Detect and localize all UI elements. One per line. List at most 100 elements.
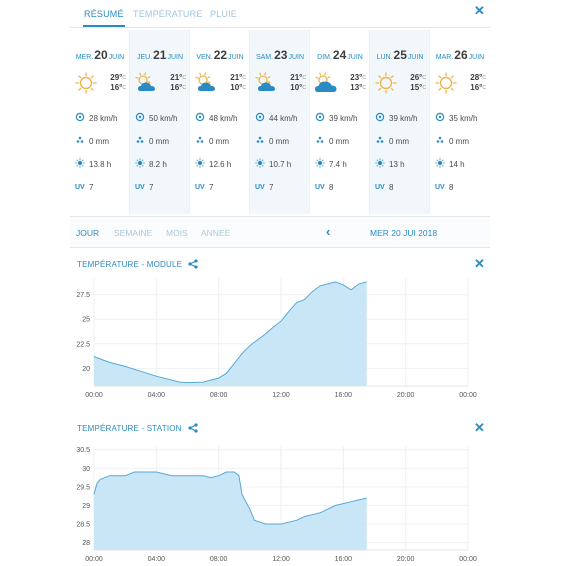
forecast-temps: 23°C 13°C [340,73,366,93]
temp-max: 28° [470,73,483,82]
rain-icon [75,135,89,147]
wind-value: 35 km/h [449,113,478,123]
wind-icon [75,112,89,124]
forecast-day[interactable]: JEU.21JUIN 21°C 16°C 50 km/h 0 mm 8.2 h UV 7 [130,30,190,214]
period-semaine[interactable]: SEMAINE [114,228,153,238]
uv-metric: UV 7 [75,181,93,193]
uv-value: 8 [449,182,454,192]
x-tick-label: 04:00 [148,556,166,563]
temp-max: 21° [290,73,303,82]
temp-min: 10° [290,83,303,92]
chevron-left-icon[interactable]: ‹ [326,224,331,239]
forecast-day[interactable]: SAM.23JUIN 21°C 10°C 44 km/h 0 mm 10.7 h UV 7 [250,30,310,214]
forecast-strip: MER.20JUIN 29°C 16°C 28 km/h 0 mm 13.8 h UV 7 JE… [70,30,490,214]
rain-value: 0 mm [209,136,229,146]
rain-icon [195,135,209,147]
uv-metric: UV 8 [435,181,453,193]
sunshine-icon [375,158,389,170]
uv-value: 7 [149,182,154,192]
close-chart-station-icon[interactable]: ✕ [474,420,485,435]
wind-metric: 39 km/h [375,112,417,124]
temperature-area [94,281,367,386]
x-tick-label: 00:00 [85,392,103,399]
rain-icon [315,135,329,147]
forecast-temps: 21°C 10°C [280,73,306,93]
forecast-day[interactable]: DIM.24JUIN 23°C 13°C 39 km/h 0 mm 7.4 h UV 8 [310,30,370,214]
y-tick-label: 29 [82,503,90,510]
temp-unit: C [302,75,306,81]
sun-icon [435,72,457,94]
y-tick-label: 22.5 [76,341,90,348]
forecast-day[interactable]: MER.20JUIN 29°C 16°C 28 km/h 0 mm 13.8 h UV 7 [70,30,130,214]
period-jour[interactable]: JOUR [76,228,100,238]
uv-metric: UV 7 [135,181,153,193]
rain-metric: 0 mm [135,135,169,147]
x-tick-label: 04:00 [148,392,166,399]
uv-metric: UV 8 [315,181,333,193]
temperature-line [93,471,367,525]
chart-title-module-text: TEMPÉRATURE - MODULE [77,259,183,269]
wind-metric: 35 km/h [435,112,477,124]
chart-card-module: TEMPÉRATURE - MODULE ✕ 20 22.5 25 27.5 00:00… [70,252,490,402]
rain-value: 0 mm [449,136,469,146]
temp-min: 15° [410,83,423,92]
day-of-week: DIM. [317,54,332,61]
uv-metric: UV 7 [195,181,213,193]
forecast-temps: 28°C 16°C [460,73,486,93]
day-of-week: VEN. [196,54,213,61]
x-tick-label: 20:00 [397,392,415,399]
forecast-day-header: SAM.23JUIN [250,48,310,62]
temp-unit: C [362,75,366,81]
sunshine-metric: 10.7 h [255,158,291,170]
uv-value: 8 [389,182,394,192]
share-icon[interactable] [188,259,198,269]
rain-metric: 0 mm [255,135,289,147]
period-annee[interactable]: ANNEE [201,228,231,238]
rain-value: 0 mm [389,136,409,146]
day-number: 22 [213,48,228,62]
wind-icon [435,112,449,124]
chart-title-module: TEMPÉRATURE - MODULE [77,259,198,269]
tab-resume[interactable]: RÉSUMÉ [83,9,125,27]
uv-label: UV [255,183,265,191]
wind-value: 39 km/h [389,113,418,123]
forecast-day-header: JEU.21JUIN [130,48,190,62]
tab-temperature[interactable]: TEMPÉRATURE [133,9,203,19]
day-month: JUIN [167,54,184,61]
period-mois[interactable]: MOIS [166,228,188,238]
temp-min: 16° [470,83,483,92]
close-icon[interactable]: ✕ [474,3,485,18]
day-number: 23 [274,48,288,62]
wind-metric: 44 km/h [255,112,297,124]
x-tick-label: 00:00 [459,392,477,399]
day-number: 21 [153,48,167,62]
temp-max: 21° [230,73,243,82]
day-month: JUIN [228,54,244,61]
wind-metric: 28 km/h [75,112,117,124]
forecast-day-header: MER.20JUIN [70,48,130,62]
wind-value: 44 km/h [269,113,298,123]
chart-module: 20 22.5 25 27.5 00:00 04:00 08:00 12:00 16:00 20:… [76,278,477,399]
wind-metric: 50 km/h [135,112,177,124]
sunshine-value: 13.8 h [89,159,112,169]
period-selector: JOUR SEMAINE MOIS ANNEE ‹ MER 20 JUI 201… [70,216,490,248]
day-number: 25 [393,48,407,62]
x-tick-label: 00:00 [459,556,477,563]
tab-pluie[interactable]: PLUIE [210,9,238,19]
forecast-day[interactable]: MAR.26JUIN 28°C 16°C 35 km/h 0 mm 14 h UV 8 [430,30,490,214]
uv-label: UV [375,183,385,191]
uv-value: 7 [89,182,94,192]
sun-icon [375,72,397,94]
forecast-day[interactable]: VEN.22JUIN 21°C 10°C 48 km/h 0 mm 12.6 h UV 7 [190,30,250,214]
temp-unit: C [182,85,186,91]
share-icon[interactable] [188,423,198,433]
rain-value: 0 mm [149,136,169,146]
sunshine-icon [255,158,269,170]
rain-metric: 0 mm [375,135,409,147]
forecast-day[interactable]: LUN.25JUIN 26°C 15°C 39 km/h 0 mm 13 h UV 8 [370,30,430,214]
close-chart-module-icon[interactable]: ✕ [474,256,485,271]
sunshine-value: 13 h [389,159,405,169]
y-tick-label: 20 [82,366,90,373]
x-tick-label: 00:00 [85,556,103,563]
sunshine-value: 12.6 h [209,159,232,169]
